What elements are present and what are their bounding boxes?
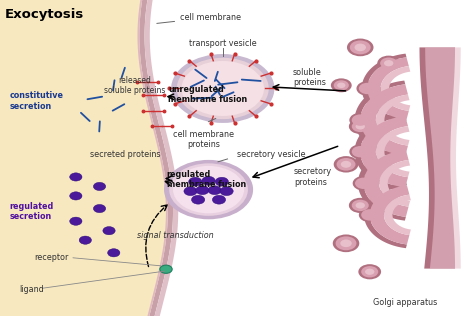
Circle shape xyxy=(347,39,374,56)
Circle shape xyxy=(358,264,381,279)
Polygon shape xyxy=(0,0,168,316)
Polygon shape xyxy=(384,195,411,235)
Circle shape xyxy=(169,163,248,216)
Polygon shape xyxy=(364,182,407,248)
Circle shape xyxy=(359,83,376,94)
Circle shape xyxy=(93,182,106,191)
Circle shape xyxy=(349,113,371,127)
Circle shape xyxy=(349,144,371,159)
Circle shape xyxy=(189,177,202,186)
Polygon shape xyxy=(376,126,410,177)
Circle shape xyxy=(353,176,374,191)
Circle shape xyxy=(356,123,365,130)
Circle shape xyxy=(355,44,366,51)
Circle shape xyxy=(377,56,400,71)
Polygon shape xyxy=(145,0,178,316)
Circle shape xyxy=(208,186,221,195)
Polygon shape xyxy=(360,84,408,156)
Polygon shape xyxy=(419,47,455,269)
Circle shape xyxy=(70,192,82,200)
Circle shape xyxy=(182,61,264,116)
Circle shape xyxy=(215,177,228,186)
Polygon shape xyxy=(360,116,408,187)
Circle shape xyxy=(361,209,378,221)
Circle shape xyxy=(365,269,374,275)
Circle shape xyxy=(212,195,226,204)
Polygon shape xyxy=(425,47,461,269)
Circle shape xyxy=(333,234,359,252)
Polygon shape xyxy=(362,54,407,123)
Circle shape xyxy=(337,158,356,171)
Polygon shape xyxy=(364,150,409,217)
Circle shape xyxy=(177,58,269,119)
Text: transport vesicle: transport vesicle xyxy=(189,39,256,48)
Circle shape xyxy=(93,204,106,213)
Circle shape xyxy=(341,161,351,168)
Circle shape xyxy=(349,119,372,134)
Text: soluble
proteins: soluble proteins xyxy=(293,68,326,87)
Polygon shape xyxy=(376,94,410,146)
Polygon shape xyxy=(367,58,409,119)
Circle shape xyxy=(334,156,358,173)
Text: secreted proteins: secreted proteins xyxy=(91,150,161,159)
Text: secretory
proteins: secretory proteins xyxy=(294,167,332,187)
Text: cell membrane: cell membrane xyxy=(157,13,241,23)
Circle shape xyxy=(191,195,205,204)
Circle shape xyxy=(352,200,369,211)
Circle shape xyxy=(356,202,365,209)
Circle shape xyxy=(355,178,372,189)
Polygon shape xyxy=(355,81,405,160)
Polygon shape xyxy=(370,185,410,245)
Polygon shape xyxy=(137,0,168,316)
Polygon shape xyxy=(355,112,405,191)
Text: cell membrane
proteins: cell membrane proteins xyxy=(173,130,234,149)
Circle shape xyxy=(108,249,120,257)
Circle shape xyxy=(79,236,91,244)
Circle shape xyxy=(103,227,115,235)
Circle shape xyxy=(384,60,393,66)
Circle shape xyxy=(184,187,197,196)
Text: signal transduction: signal transduction xyxy=(137,231,214,240)
Text: secretory vesicle: secretory vesicle xyxy=(237,150,306,159)
Text: regulated
secretion: regulated secretion xyxy=(9,202,54,222)
Polygon shape xyxy=(139,0,173,316)
Circle shape xyxy=(340,240,352,247)
Circle shape xyxy=(171,54,274,123)
Circle shape xyxy=(70,173,82,181)
Circle shape xyxy=(160,265,172,273)
Text: unregulated
membrane fusion: unregulated membrane fusion xyxy=(168,85,247,105)
Text: ligand: ligand xyxy=(19,285,44,294)
Text: constitutive
secretion: constitutive secretion xyxy=(9,91,64,111)
Text: receptor: receptor xyxy=(34,253,69,262)
Circle shape xyxy=(334,80,349,90)
Circle shape xyxy=(70,217,82,225)
Circle shape xyxy=(350,40,371,54)
Circle shape xyxy=(331,78,352,92)
Polygon shape xyxy=(379,160,410,207)
Polygon shape xyxy=(381,66,410,111)
Text: Golgi apparatus: Golgi apparatus xyxy=(373,298,438,307)
Circle shape xyxy=(352,146,369,157)
Circle shape xyxy=(352,121,369,132)
Circle shape xyxy=(337,82,346,88)
Polygon shape xyxy=(358,146,406,221)
Circle shape xyxy=(361,266,378,277)
Text: Exocytosis: Exocytosis xyxy=(5,8,84,21)
Circle shape xyxy=(164,160,253,219)
Circle shape xyxy=(349,198,372,213)
Circle shape xyxy=(352,114,369,126)
Circle shape xyxy=(380,58,397,69)
Circle shape xyxy=(356,81,378,96)
Circle shape xyxy=(336,236,356,250)
Circle shape xyxy=(220,187,233,196)
Circle shape xyxy=(196,186,209,195)
Text: released
soluble proteins: released soluble proteins xyxy=(104,76,166,95)
Circle shape xyxy=(202,176,215,185)
Text: regulated
membrane fusion: regulated membrane fusion xyxy=(167,170,246,189)
Circle shape xyxy=(359,208,381,222)
Circle shape xyxy=(173,166,244,213)
